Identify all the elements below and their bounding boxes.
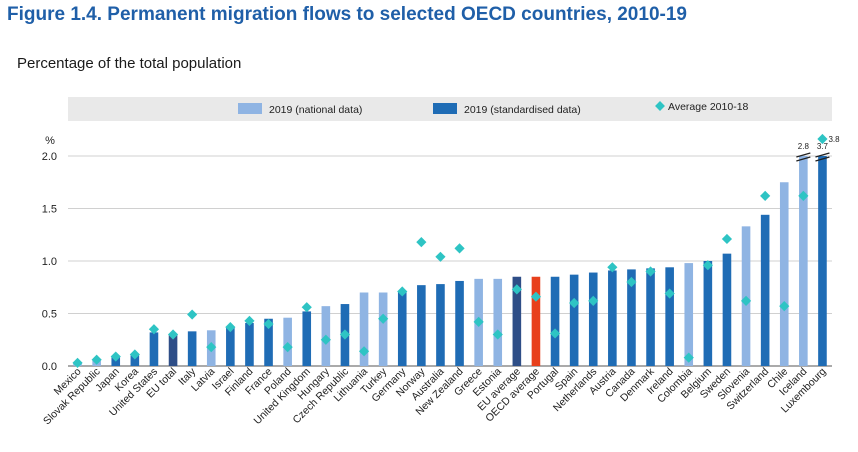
data-label: 3.8 <box>828 135 840 144</box>
axis-break-mark <box>815 156 830 162</box>
bar-poland <box>283 317 292 366</box>
figure-subtitle: Percentage of the total population <box>17 55 242 72</box>
y-tick-label: 0.5 <box>42 309 57 321</box>
avg-marker-latvia <box>206 342 217 353</box>
avg-marker-sweden <box>721 233 733 245</box>
legend-label-avg: Average 2010-18 <box>668 101 749 113</box>
avg-marker-ireland <box>664 288 675 299</box>
axis-break-mark <box>815 152 830 158</box>
avg-marker-poland <box>282 342 293 353</box>
avg-marker-israel <box>225 322 236 333</box>
avg-marker-belgium <box>702 260 713 271</box>
y-tick-label: 0.0 <box>42 361 57 373</box>
legend-label-national: 2019 (national data) <box>269 104 362 116</box>
bar-eu-average <box>512 276 522 366</box>
bar-new-zealand <box>455 280 464 366</box>
avg-marker-norway <box>416 237 427 248</box>
figure-title: Figure 1.4. Permanent migration flows to… <box>7 4 687 25</box>
avg-marker-colombia <box>683 352 694 363</box>
bar-switzerland <box>760 214 770 366</box>
avg-marker-chile <box>779 301 790 312</box>
bar-sweden <box>722 253 732 366</box>
bar-israel <box>226 327 235 366</box>
avg-marker-japan <box>110 351 121 362</box>
axis-break-mark <box>796 152 811 158</box>
grid-lines <box>68 155 832 367</box>
y-axis-unit: % <box>45 135 55 147</box>
annotations: 2.8 3.73.8 <box>796 135 840 162</box>
avg-marker-australia <box>435 251 446 262</box>
bar-ireland <box>665 267 674 366</box>
bar-luxembourg <box>818 156 827 366</box>
bar-germany <box>397 291 407 366</box>
bar-colombia <box>684 263 694 366</box>
bar-estonia <box>493 278 503 366</box>
avg-marker-estonia <box>492 329 503 340</box>
legend-swatch-standardised <box>433 103 457 114</box>
avg-marker-turkey <box>378 313 389 324</box>
avg-marker-mexico <box>72 357 83 368</box>
avg-marker-slovenia <box>740 295 752 306</box>
legend-swatch-avg <box>655 101 665 111</box>
legend-swatch-national <box>238 103 262 114</box>
avg-marker-greece <box>473 316 484 327</box>
avg-marker-portugal <box>549 328 561 339</box>
avg-marker-france <box>263 318 274 330</box>
bar-turkey <box>378 292 388 366</box>
average-markers <box>72 133 828 368</box>
bar-austria <box>608 270 617 366</box>
avg-marker-netherlands <box>588 295 599 306</box>
avg-marker-new-zealand <box>454 243 465 254</box>
bar-iceland <box>799 156 808 366</box>
legend: 2019 (national data) 2019 (standardised d… <box>238 101 749 116</box>
avg-marker-czech-republic <box>339 329 351 340</box>
y-axis: 0.0 0.5 1.0 1.5 2.0% <box>42 135 57 373</box>
bar-belgium <box>703 261 713 366</box>
bar-netherlands <box>588 272 598 366</box>
axis-break-mark <box>796 156 811 162</box>
bar-denmark <box>646 268 655 366</box>
avg-marker-germany <box>397 286 408 297</box>
avg-marker-united-kingdom <box>301 302 312 313</box>
avg-marker-korea <box>129 349 140 360</box>
bar-norway <box>417 285 426 366</box>
bar-portugal <box>550 276 560 366</box>
avg-marker-hungary <box>320 334 331 345</box>
legend-label-standardised: 2019 (standardised data) <box>464 104 581 116</box>
bar-united-states <box>149 332 159 366</box>
bar-eu-total <box>168 334 178 366</box>
bar-canada <box>627 269 636 366</box>
data-label: 3.7 <box>817 142 829 151</box>
bar-france <box>264 318 273 366</box>
bar-spain <box>569 274 579 366</box>
bar-lithuania <box>359 292 369 366</box>
bar-united-kingdom <box>302 311 312 366</box>
y-tick-label: 1.5 <box>42 204 57 216</box>
bar-chile <box>779 182 789 366</box>
avg-marker-eu-total <box>167 329 179 340</box>
bar-australia <box>436 284 445 366</box>
avg-marker-italy <box>187 309 198 320</box>
bar-oecd-average <box>531 276 541 366</box>
y-tick-label: 2.0 <box>42 151 57 163</box>
bar-italy <box>187 331 197 366</box>
bar-korea <box>130 355 140 366</box>
bar-finland <box>245 322 254 366</box>
avg-marker-denmark <box>645 266 656 277</box>
avg-marker-switzerland <box>760 190 771 201</box>
data-label: 2.8 <box>798 142 810 151</box>
y-tick-label: 1.0 <box>42 256 57 268</box>
avg-marker-eu-average <box>511 284 522 295</box>
